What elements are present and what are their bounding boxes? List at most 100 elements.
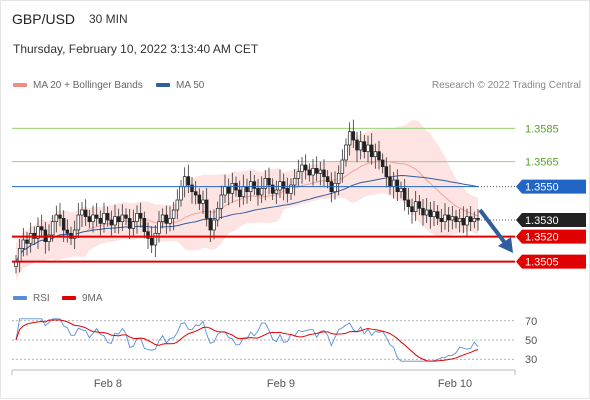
candle-body bbox=[65, 229, 70, 234]
candle-body bbox=[113, 216, 117, 226]
candle-body bbox=[472, 217, 477, 223]
candle-body bbox=[454, 216, 458, 223]
candle-body bbox=[241, 186, 246, 198]
candle-body bbox=[36, 226, 40, 239]
rsi-tick: 50 bbox=[525, 335, 537, 347]
candle-body bbox=[373, 151, 378, 158]
legend-ma20: MA 20 + Bollinger Bands bbox=[13, 80, 143, 91]
candle-body bbox=[160, 214, 165, 223]
candle-body bbox=[28, 232, 33, 244]
candle-body bbox=[296, 171, 301, 179]
candle-body bbox=[190, 184, 194, 193]
candle-body bbox=[120, 214, 125, 223]
candle-body bbox=[87, 216, 92, 223]
candle-body bbox=[278, 181, 282, 191]
candle-body bbox=[362, 141, 367, 153]
candle-body bbox=[168, 217, 172, 224]
candle-body bbox=[256, 187, 260, 196]
price-tag bbox=[516, 254, 586, 269]
resistance-label: 1.3565 bbox=[525, 157, 559, 169]
rsi-ma9-line bbox=[15, 319, 479, 362]
candle-body bbox=[116, 216, 121, 223]
candle-body bbox=[149, 237, 154, 246]
candle-body bbox=[212, 219, 216, 231]
candle-body bbox=[325, 176, 330, 183]
candle-body bbox=[333, 182, 337, 193]
candle-body bbox=[358, 141, 363, 151]
candle-body bbox=[208, 217, 213, 231]
candle-body bbox=[237, 189, 242, 198]
candle-body bbox=[380, 159, 385, 168]
price-tag-label: 1.3520 bbox=[525, 232, 559, 244]
candle-body bbox=[395, 179, 400, 193]
candle-body bbox=[259, 187, 264, 196]
candle-body bbox=[182, 176, 187, 188]
x-tick-label: Feb 8 bbox=[94, 378, 122, 390]
candle-body bbox=[424, 209, 429, 216]
candle-body bbox=[388, 176, 392, 188]
price-tag-label: 1.3505 bbox=[525, 257, 559, 269]
candle-body bbox=[336, 172, 341, 184]
candle-body bbox=[289, 184, 293, 194]
legend-rsi-label: RSI bbox=[33, 293, 50, 304]
candle-body bbox=[171, 209, 176, 219]
rsi-tick: 30 bbox=[525, 354, 537, 366]
candle-body bbox=[399, 187, 403, 193]
candle-body bbox=[102, 212, 106, 224]
candle-body bbox=[131, 221, 136, 229]
candle-body bbox=[17, 247, 22, 263]
candle-body bbox=[91, 214, 95, 223]
candle-body bbox=[105, 212, 110, 221]
candle-body bbox=[311, 167, 315, 176]
candle-body bbox=[428, 209, 433, 218]
ma20-swatch bbox=[13, 83, 27, 88]
candle-body bbox=[285, 187, 290, 194]
legend-ma20-label: MA 20 + Bollinger Bands bbox=[33, 80, 143, 91]
candle-body bbox=[164, 214, 169, 224]
candle-body bbox=[421, 207, 425, 216]
candle-body bbox=[186, 176, 191, 186]
candle-body bbox=[443, 214, 447, 223]
candle-body bbox=[72, 229, 77, 239]
price-tag-label: 1.3550 bbox=[525, 182, 559, 194]
x-tick-label: Feb 9 bbox=[267, 378, 295, 390]
legend-ma50: MA 50 bbox=[156, 80, 204, 91]
candle-body bbox=[80, 209, 84, 216]
candle-body bbox=[76, 214, 81, 231]
credit-text: Research © 2022 Trading Central bbox=[431, 80, 581, 91]
candle-body bbox=[457, 217, 462, 223]
resistance-label: 1.3585 bbox=[525, 123, 559, 135]
candle-body bbox=[465, 216, 469, 226]
timeframe-label: 30 MIN bbox=[89, 12, 128, 26]
candle-body bbox=[98, 217, 103, 224]
candle-body bbox=[138, 212, 143, 219]
candle-body bbox=[450, 216, 455, 221]
candle-body bbox=[252, 181, 257, 189]
candle-body bbox=[109, 219, 114, 226]
candle-body bbox=[417, 201, 422, 209]
candle-body bbox=[318, 169, 323, 174]
candle-body bbox=[245, 186, 249, 193]
candle-body bbox=[223, 186, 227, 196]
price-tag bbox=[516, 213, 586, 227]
candle-body bbox=[179, 186, 183, 201]
candle-body bbox=[204, 199, 209, 219]
candle-body bbox=[406, 199, 411, 208]
candle-body bbox=[197, 194, 202, 204]
candle-body bbox=[366, 144, 370, 153]
pair-title: GBP/USD bbox=[12, 11, 76, 27]
rsi-line bbox=[15, 318, 479, 362]
legend-rsi: RSI bbox=[13, 293, 50, 304]
candle-body bbox=[267, 177, 271, 186]
candle-body bbox=[215, 207, 220, 221]
timestamp: Thursday, February 10, 2022 3:13:40 AM C… bbox=[13, 42, 259, 56]
candle-body bbox=[127, 217, 132, 229]
price-tag-label: 1.3530 bbox=[525, 215, 559, 227]
price-tag bbox=[516, 229, 586, 244]
candle-body bbox=[303, 164, 308, 171]
candle-body bbox=[153, 232, 158, 246]
candle-body bbox=[432, 211, 436, 218]
ma9-swatch bbox=[62, 296, 76, 301]
